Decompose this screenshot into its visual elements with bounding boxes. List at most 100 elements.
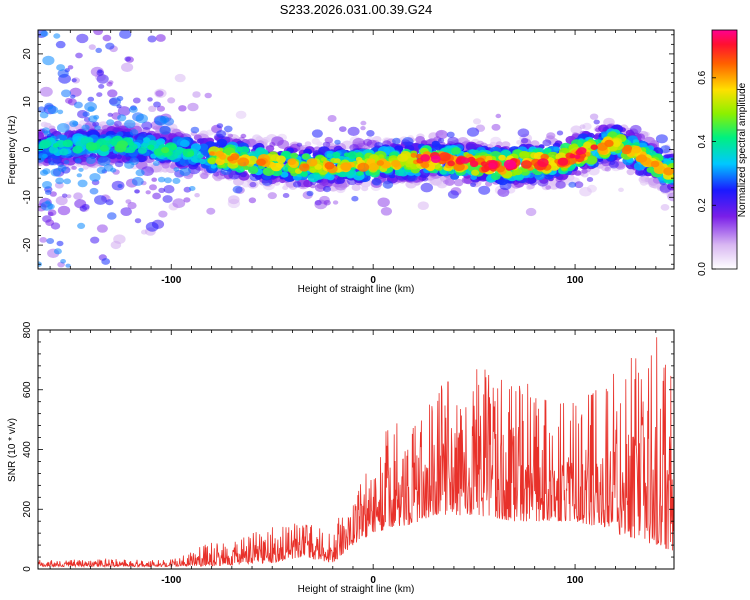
heatmap-cell [96,224,108,233]
heatmap-cell [52,143,59,148]
heatmap-cell [216,123,224,129]
x-tick-label: -100 [161,275,181,286]
heatmap-cell [96,74,109,84]
heatmap-cell [87,106,95,112]
heatmap-cell [179,139,190,148]
heatmap-cell [49,191,57,197]
heatmap-cell [119,30,132,39]
spectrogram-xlabel: Height of straight line (km) [298,284,415,295]
heatmap-cell [569,153,576,159]
heatmap-cell [579,124,586,129]
heatmap-cell [187,102,199,112]
heatmap-cell [39,111,49,119]
heatmap-cell [135,16,143,22]
heatmap-cell [618,187,624,192]
heatmap-cell [76,33,89,44]
heatmap-cell [183,197,191,203]
heatmap-cell [417,201,429,210]
heatmap-cell [304,141,312,147]
heatmap-cell [581,168,588,174]
heatmap-cell [248,197,257,204]
heatmap-cell [290,152,299,159]
heatmap-cell [57,109,64,115]
heatmap-cell [53,248,62,255]
heatmap-cell [71,165,77,170]
heatmap-cell [107,89,118,98]
snr-xlabel: Height of straight line (km) [298,584,415,595]
heatmap-cell [503,159,516,169]
heatmap-cell [42,181,52,189]
heatmap-cell [391,160,401,168]
heatmap-cell [247,166,259,174]
heatmap-cell [55,177,64,185]
heatmap-cell [282,193,290,198]
heatmap-cell [322,141,331,148]
heatmap-cell [470,175,478,180]
heatmap-cell [471,169,480,176]
heatmap-cell [327,115,337,122]
x-tick-label: 100 [567,575,584,586]
heatmap-cell [280,171,289,178]
heatmap-cell [55,196,68,206]
heatmap-cell [131,176,144,186]
heatmap-cell [120,207,132,217]
heatmap-cell [463,177,473,184]
heatmap-cell [498,154,506,161]
heatmap-cell [135,113,148,124]
y-tick-label: 0 [22,146,33,152]
heatmap-cell [109,97,121,107]
heatmap-cell [302,163,310,169]
heatmap-cell [478,185,491,195]
heatmap-cell [169,144,178,150]
heatmap-cell [57,69,69,78]
heatmap-cell [95,47,102,54]
heatmap-cell [574,181,584,189]
heatmap-cell [159,125,171,135]
heatmap-cell [61,193,68,198]
heatmap-cell [659,183,672,193]
heatmap-cell [164,177,172,184]
heatmap-cell [66,194,72,199]
heatmap-cell [380,207,392,216]
heatmap-cell [96,138,107,146]
heatmap-cell [55,40,66,49]
heatmap-cell [111,319,121,326]
colorbar-tick-label: 0.4 [697,134,708,148]
y-tick-label: -10 [22,190,33,205]
heatmap-cell [78,167,84,172]
heatmap-cell [124,161,135,169]
heatmap-cell [134,189,140,194]
heatmap-cell [73,192,83,200]
heatmap-cell [469,160,479,168]
y-tick-label: 20 [22,48,33,60]
heatmap-cell [48,146,59,154]
heatmap-cell [134,218,142,224]
heatmap-cell [65,263,71,268]
heatmap-cell [127,141,135,147]
heatmap-cell [65,294,70,298]
heatmap-cell [236,146,244,152]
heatmap-cell [42,168,51,175]
heatmap-cell [204,92,212,99]
figure-title: S233.2026.031.00.39.G24 [280,2,433,17]
heatmap-cell [72,145,83,154]
heatmap-cell [173,167,180,172]
heatmap-cell [525,207,537,217]
heatmap-cell [107,112,113,117]
heatmap-cell [276,155,286,164]
heatmap-cell [402,137,414,146]
heatmap-cell [69,87,82,97]
heatmap-cell [197,154,204,159]
heatmap-cell [127,202,137,210]
heatmap-cell [90,236,100,244]
heatmap-cell [43,130,51,136]
colorbar-tick-label: 0.6 [697,70,708,84]
heatmap-cell [88,44,96,50]
heatmap-cell [660,204,670,211]
heatmap-cell [420,182,433,193]
heatmap-cell [447,190,459,199]
heatmap-cell [357,162,370,172]
heatmap-cell [82,111,90,117]
heatmap-cell [630,124,642,134]
heatmap-cell [172,177,181,184]
